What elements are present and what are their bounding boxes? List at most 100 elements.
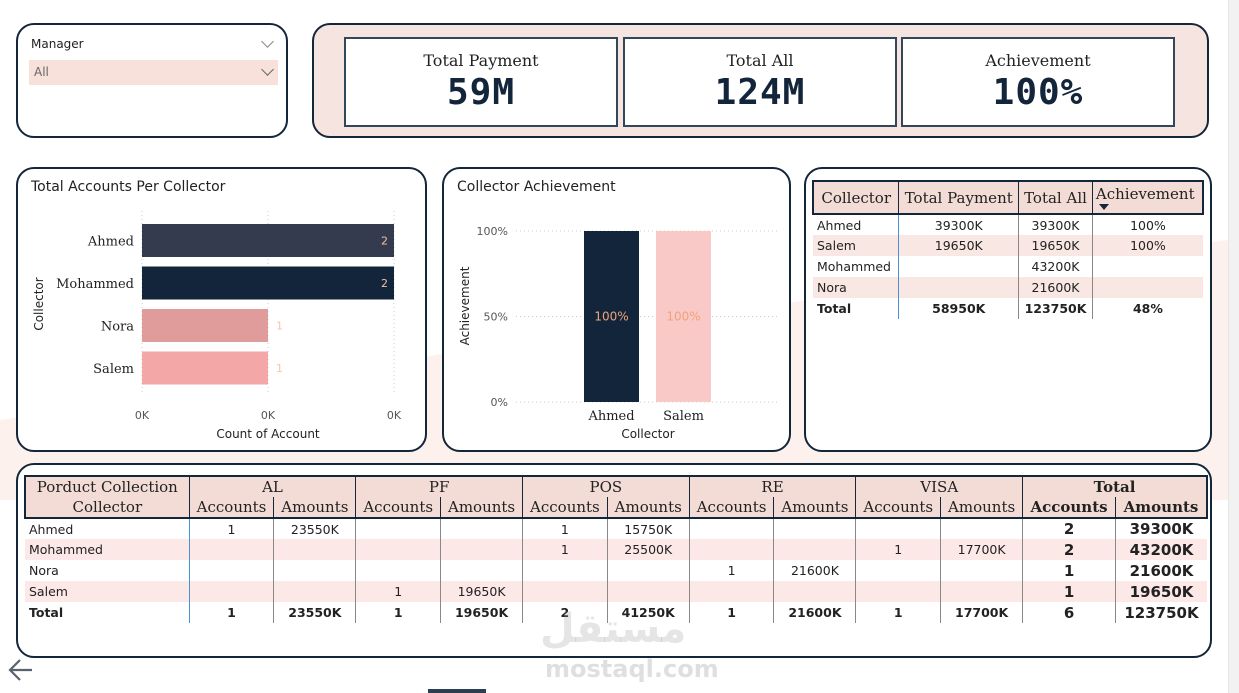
sub-header-accounts[interactable]: Accounts — [355, 497, 441, 519]
sub-header-accounts[interactable]: Accounts — [855, 497, 941, 519]
bar-salem[interactable] — [656, 231, 711, 402]
matrix-cell — [688, 581, 774, 602]
slicer-collapse-icon[interactable] — [261, 35, 274, 49]
table-cell: 100% — [1091, 214, 1203, 235]
page-tab-active[interactable] — [428, 689, 486, 693]
kpi-label: Total All — [726, 51, 794, 70]
kpi-achievement: Achievement 100% — [901, 37, 1175, 127]
category-label: Ahmed — [587, 409, 634, 424]
group-header-total[interactable]: Total — [1022, 475, 1209, 497]
sub-header-amounts[interactable]: Amounts — [440, 497, 523, 519]
matrix-cell: 19650K — [1115, 581, 1207, 602]
group-header-visa[interactable]: VISA — [855, 475, 1023, 497]
table-row[interactable]: Nora 21600K — [813, 277, 1203, 298]
total-cell: 1 — [855, 602, 941, 623]
row-label: Ahmed — [813, 214, 900, 235]
matrix-cell — [355, 539, 441, 560]
sub-header-amounts[interactable]: Amounts — [773, 497, 856, 519]
matrix-row[interactable]: Nora 1 21600K 1 21600K — [25, 560, 1207, 581]
total-cell: 1 — [355, 602, 441, 623]
total-row: Total 58950K 123750K 48% — [813, 298, 1203, 319]
matrix-row[interactable]: Mohammed 1 25500K 1 17700K 2 43200K — [25, 539, 1207, 560]
matrix-row[interactable]: Salem 1 19650K 1 19650K — [25, 581, 1207, 602]
sub-header-amounts[interactable]: Amounts — [606, 497, 690, 519]
table-cell: 39300K — [1018, 214, 1093, 235]
total-cell: 2 — [522, 602, 608, 623]
table-row[interactable]: Ahmed 39300K 39300K 100% — [813, 214, 1203, 235]
bar-ahmed[interactable] — [584, 231, 639, 402]
col-header-total-all[interactable]: Total All — [1018, 180, 1093, 215]
sub-header-accounts[interactable]: Accounts — [188, 497, 274, 519]
vbar-svg: 0% 50% 100% 100% Ahmed 100% Salem Collector Achi… — [458, 225, 780, 441]
row-label: Mohammed — [813, 256, 900, 277]
matrix-cell — [188, 581, 274, 602]
matrix-cell: 23550K — [273, 518, 356, 539]
matrix-cell — [773, 539, 856, 560]
data-label: 100% — [594, 310, 628, 324]
table-cell — [1091, 256, 1203, 277]
slicer-title: Manager — [31, 37, 84, 51]
category-label: Salem — [93, 362, 134, 377]
header-label: Achievement — [1095, 185, 1195, 203]
dropdown-value: All — [34, 65, 49, 79]
manager-dropdown[interactable]: All — [29, 60, 278, 85]
table-row[interactable]: Salem 19650K 19650K 100% — [813, 235, 1203, 256]
sub-header-accounts[interactable]: Accounts — [1022, 497, 1116, 519]
matrix-cell: 39300K — [1115, 518, 1207, 539]
col-header-achievement[interactable]: Achievement — [1091, 180, 1204, 215]
x-tick-label: 0K — [387, 409, 402, 422]
table-cell — [898, 256, 1019, 277]
kpi-value: 100% — [992, 72, 1084, 113]
matrix-row-header[interactable]: Collector — [23, 497, 190, 519]
matrix-cell — [188, 539, 274, 560]
group-header-pf[interactable]: PF — [355, 475, 523, 497]
sub-header-accounts[interactable]: Accounts — [522, 497, 608, 519]
collector-achievement-chart: Collector Achievement 0% 50% 100% 100% Ahmed… — [442, 167, 791, 452]
chevron-down-icon — [261, 63, 274, 77]
table-row[interactable]: Mohammed 43200K — [813, 256, 1203, 277]
accounts-per-collector-chart: Total Accounts Per Collector 0K 0K 0K Ahmed… — [16, 167, 427, 452]
matrix-cell — [355, 518, 441, 539]
matrix-cell — [773, 581, 856, 602]
bar-mohammed[interactable] — [142, 266, 394, 300]
bar-ahmed[interactable] — [142, 224, 394, 257]
x-tick-label: 0K — [135, 409, 150, 422]
total-cell: 21600K — [773, 602, 856, 623]
matrix-row[interactable]: Ahmed 1 23550K 1 15750K 2 39300K — [25, 518, 1207, 539]
kpi-label: Achievement — [985, 51, 1091, 70]
col-header-collector[interactable]: Collector — [812, 180, 900, 215]
table-cell — [1091, 277, 1203, 298]
col-header-total-payment[interactable]: Total Payment — [898, 180, 1020, 215]
y-tick-label: 50% — [484, 311, 508, 324]
category-label: Mohammed — [56, 277, 134, 292]
bar-nora[interactable] — [142, 309, 268, 342]
watermark-arabic: مستقل — [540, 606, 687, 652]
sort-descending-icon[interactable] — [1098, 204, 1109, 210]
matrix-cell: 43200K — [1115, 539, 1207, 560]
matrix-corner-header[interactable]: Porduct Collection — [23, 475, 190, 497]
matrix-cell: 1 — [1022, 581, 1116, 602]
collector-table-card: Collector Total Payment Total All Achiev… — [804, 167, 1212, 452]
table-cell — [898, 277, 1019, 298]
data-label: 1 — [276, 320, 283, 333]
row-label: Mohammed — [25, 539, 190, 560]
arrow-left-icon[interactable] — [6, 656, 36, 684]
sub-header-amounts[interactable]: Amounts — [1115, 497, 1209, 519]
sub-header-amounts[interactable]: Amounts — [273, 497, 356, 519]
matrix-cell — [440, 560, 523, 581]
group-header-re[interactable]: RE — [688, 475, 856, 497]
y-axis-title: Achievement — [458, 266, 472, 345]
matrix-cell — [522, 560, 608, 581]
data-label: 1 — [276, 362, 283, 375]
matrix-cell — [606, 581, 690, 602]
y-tick-label: 0% — [491, 396, 508, 409]
sub-header-amounts[interactable]: Amounts — [940, 497, 1023, 519]
scrollbar[interactable] — [1228, 0, 1239, 693]
group-header-pos[interactable]: POS — [522, 475, 690, 497]
matrix-cell: 1 — [1022, 560, 1116, 581]
group-header-al[interactable]: AL — [188, 475, 356, 497]
bar-salem[interactable] — [142, 351, 268, 385]
sub-header-accounts[interactable]: Accounts — [688, 497, 774, 519]
x-axis-title: Count of Account — [216, 427, 320, 441]
matrix-cell — [940, 581, 1023, 602]
